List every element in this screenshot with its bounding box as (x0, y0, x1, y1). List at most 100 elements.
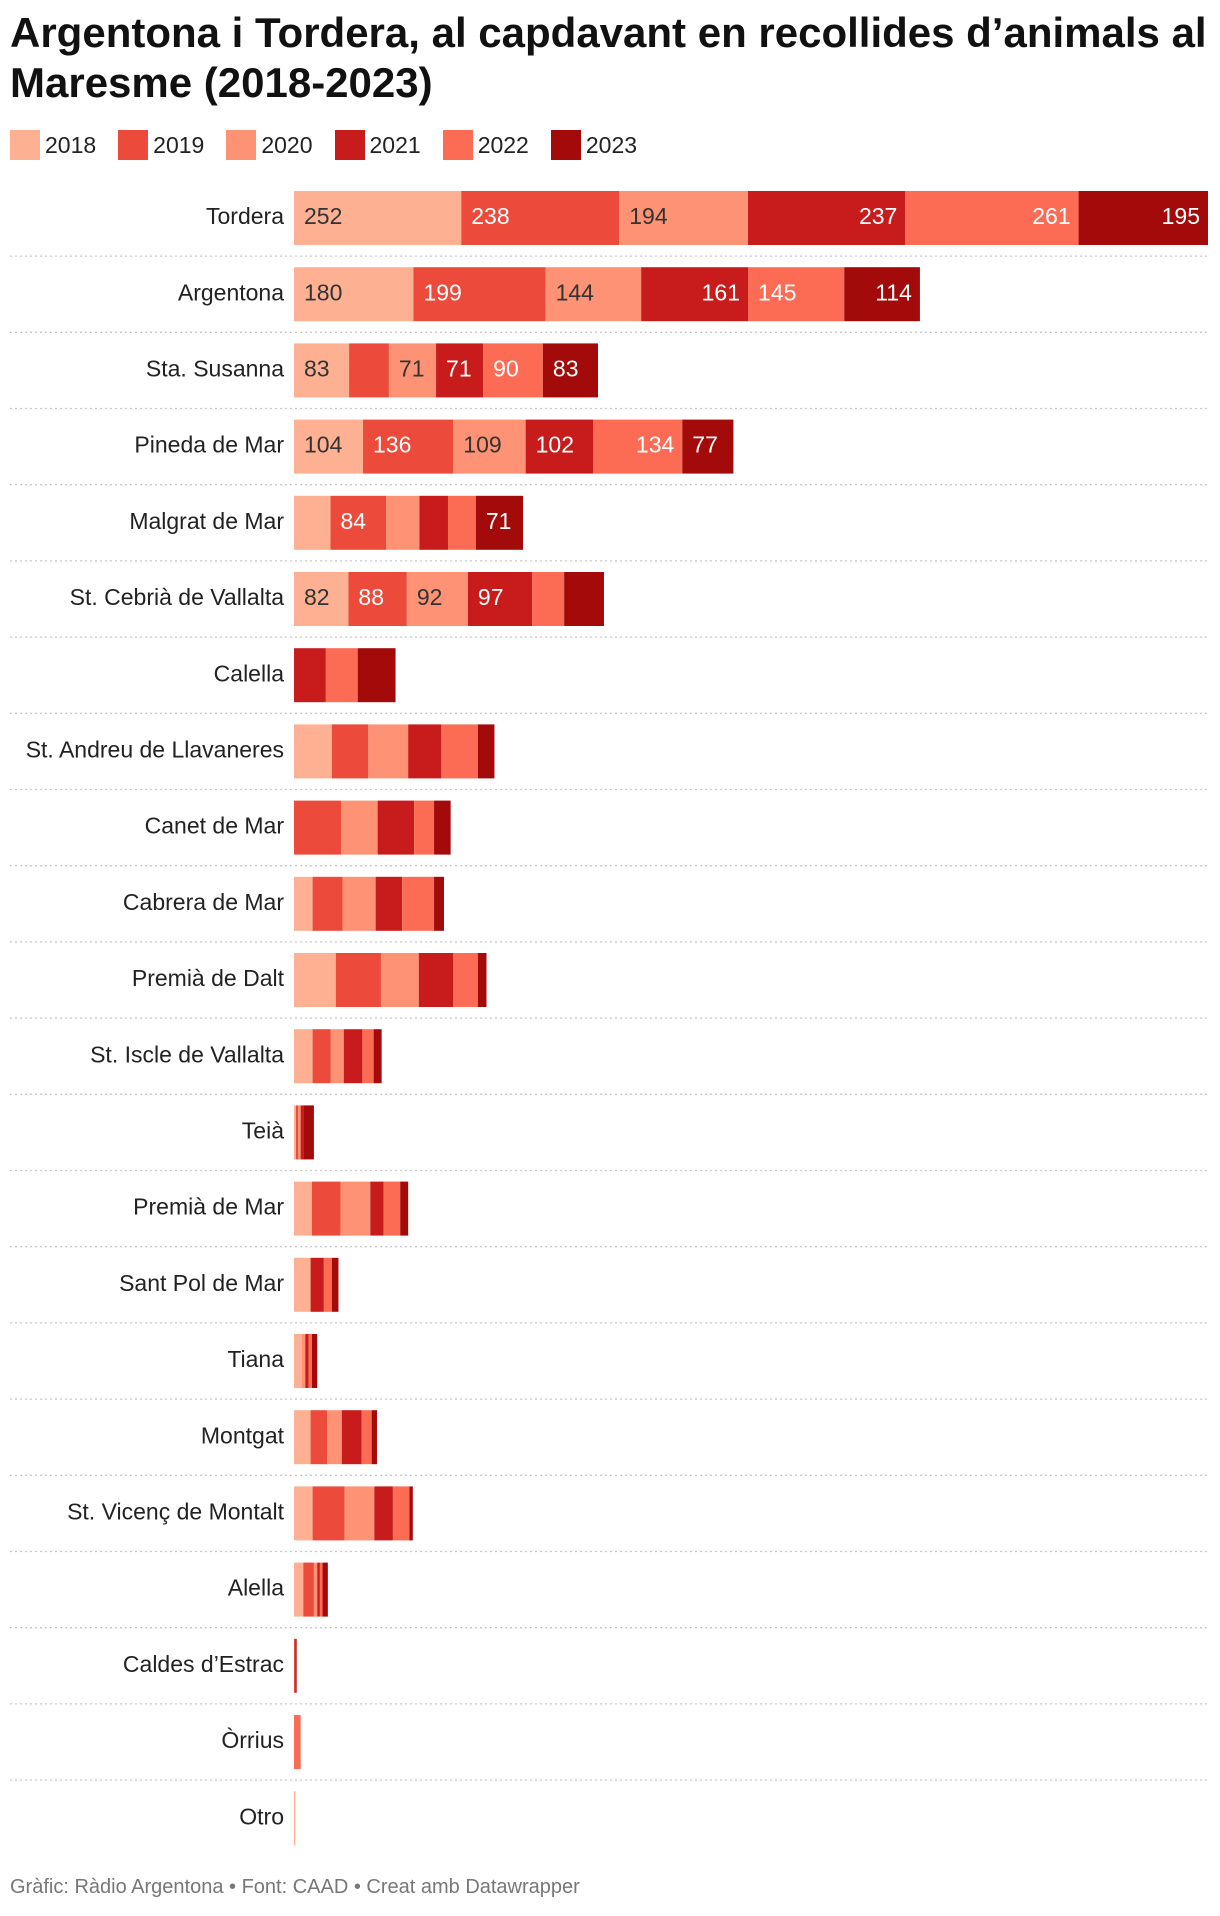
bar-segment-2019 (330, 495, 387, 550)
bar-segment-2018 (294, 1562, 304, 1617)
bar-value-label: 237 (859, 203, 897, 229)
bar-value-label: 144 (556, 279, 595, 305)
bar-segment-2023 (303, 1105, 314, 1160)
bar-segment-2018 (294, 1105, 296, 1160)
bar-segment-2023 (322, 1562, 328, 1617)
bar-segment-2022 (362, 1029, 374, 1084)
bar-segment-2023 (477, 724, 495, 779)
bar-segment-2020 (313, 1562, 318, 1617)
bar-segment-2021 (310, 1257, 324, 1312)
bar-value-label: 82 (304, 584, 330, 610)
bar-segment-2022 (402, 876, 435, 931)
category-label: Teià (242, 1117, 284, 1143)
bar-value-label: 134 (636, 432, 675, 458)
bar-row: St. Iscle de Vallalta (10, 1029, 1208, 1095)
bar-segment-2020 (297, 1105, 301, 1160)
bar-row: St. Andreu de Llavaneres (10, 724, 1208, 791)
bar-value-label: 195 (1162, 203, 1200, 229)
bar-segment-2018 (294, 267, 414, 322)
bar-row: Canet de Mar (10, 800, 1208, 867)
bar-segment-2022 (414, 800, 435, 855)
bar-segment-2019 (331, 724, 369, 779)
legend-label-2023: 2023 (585, 131, 638, 158)
bar-row: Premià de Mar (10, 1181, 1208, 1248)
bar-segment-2023 (1078, 191, 1208, 245)
bar-segment-2018 (294, 1257, 311, 1312)
category-label: Caldes d’Estrac (123, 1651, 284, 1677)
bar-segment-2022 (748, 267, 845, 322)
category-label: Sant Pol de Mar (119, 1270, 284, 1296)
bar-segment-2022 (453, 953, 478, 1007)
bar-value-label: 114 (875, 279, 912, 305)
bar-segment-2019 (363, 419, 454, 474)
bar-value-label: 83 (304, 355, 330, 381)
bar-segment-2023 (357, 648, 396, 703)
category-label: Calella (214, 660, 285, 686)
bar-segment-2022 (593, 419, 683, 474)
bar-segment-2020 (386, 495, 420, 550)
category-label: St. Andreu de Llavaneres (26, 736, 284, 762)
category-label: Premià de Mar (133, 1194, 284, 1220)
bar-segment-2023 (434, 876, 445, 931)
bar-segment-2021 (305, 1334, 309, 1388)
bar-segment-2019 (312, 1486, 345, 1541)
bar-segment-2018 (294, 495, 331, 550)
legend-swatch-2021 (334, 130, 365, 160)
category-label: Malgrat de Mar (129, 508, 284, 534)
bar-row: Sant Pol de Mar (10, 1257, 1208, 1324)
bar-segment-2021 (341, 1410, 362, 1465)
chart-title: Argentona i Tordera, al capdavant en rec… (10, 9, 1207, 106)
footer-source: Gràfic: Ràdio Argentona • Font: CAAD • C… (10, 1876, 580, 1898)
bar-row: Caldes d’Estrac (10, 1638, 1208, 1705)
bar-segment-2019 (312, 876, 343, 931)
bar-segment-2022 (383, 1181, 401, 1236)
bar-segment-2019 (295, 1105, 298, 1160)
category-label: Pineda de Mar (134, 432, 284, 458)
legend: 2018 2019 2020 2021 2022 2023 (10, 130, 659, 160)
bar-segment-2020 (545, 267, 642, 322)
bar-segment-2022 (361, 1410, 372, 1465)
bar-row: Tiana (10, 1334, 1208, 1400)
bar-value-label: 71 (399, 355, 425, 381)
legend-item-2023: 2023 (550, 130, 638, 160)
bar-row: Argentona 180 199 144 161 145 114 (10, 267, 1208, 333)
bar-segment-2021 (641, 267, 749, 322)
legend-item-2020: 2020 (226, 130, 313, 160)
bar-row: Montgat (10, 1410, 1208, 1476)
bar-value-label: 252 (304, 203, 342, 229)
bar-segment-2021 (467, 572, 533, 626)
bar-value-label: 71 (446, 355, 472, 381)
bar-segment-2020 (406, 572, 468, 626)
bar-segment-2018 (294, 876, 313, 931)
bar-segment-2019 (294, 800, 342, 855)
bar-segment-2018 (294, 953, 336, 1007)
bar-segment-2023 (371, 1410, 377, 1465)
bar-segment-2023 (844, 267, 920, 322)
bar-segment-2023 (477, 953, 487, 1007)
legend-item-2018: 2018 (10, 130, 96, 160)
bar-value-label: 180 (304, 279, 342, 305)
bar-value-label: 161 (702, 279, 740, 305)
bar-segment-2020 (380, 953, 419, 1007)
bar-segment-2019 (303, 1562, 314, 1617)
category-label: Tordera (206, 203, 284, 229)
bar-segment-2018 (294, 343, 350, 398)
legend-item-2021: 2021 (334, 130, 421, 160)
bar-segment-2022 (308, 1334, 312, 1388)
bar-segment-2021 (436, 343, 484, 398)
bar-row: Calella (10, 648, 1208, 714)
bar-segment-2019 (461, 191, 620, 245)
bar-segment-2021 (374, 1486, 393, 1541)
bar-row: Alella (10, 1562, 1208, 1629)
bar-segment-2021 (748, 191, 906, 245)
bar-segment-2019 (349, 343, 389, 398)
bar-segment-2018 (294, 1181, 312, 1236)
bar-segment-2022 (447, 495, 476, 550)
category-label: Premià de Dalt (132, 965, 285, 991)
bar-value-label: 261 (1032, 203, 1070, 229)
bar-segment-2020 (342, 876, 376, 931)
bar-segment-2018 (294, 1334, 302, 1388)
bar-row: Malgrat de Mar 84 71 (10, 495, 1208, 562)
bar-segment-2023 (564, 572, 604, 626)
